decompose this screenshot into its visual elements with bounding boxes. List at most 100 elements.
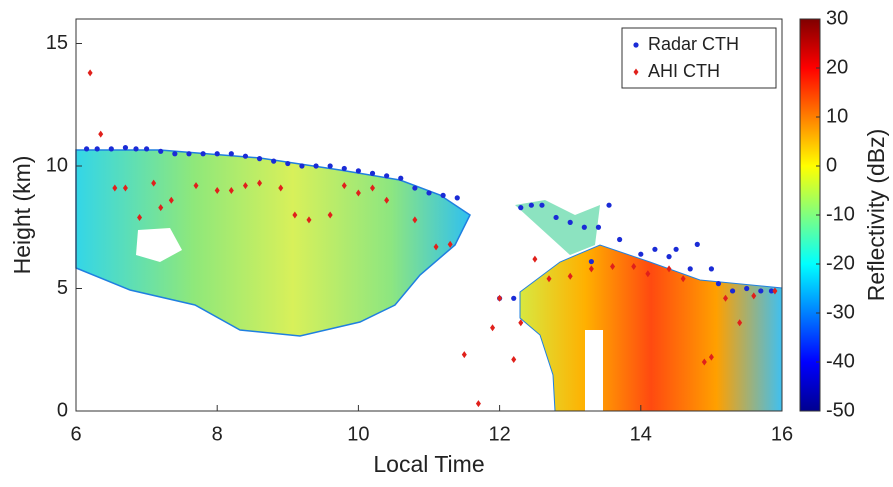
ahi-point [151,179,157,187]
radar-point [708,266,715,272]
colorbar-tick-label: 20 [826,56,848,78]
ahi-point [292,211,298,219]
radar-point [242,153,249,159]
ahi-point [737,319,743,327]
radar-point [518,205,524,211]
radar-point [652,246,658,252]
ahi-point [490,324,496,332]
radar-point [313,163,319,169]
radar-point [83,146,90,152]
ahi-point [631,262,637,270]
legend-box [621,27,777,89]
radar-point [617,236,623,243]
radar-point [122,145,129,151]
ahi-point [214,187,220,194]
radar-point [108,146,114,152]
radar-point [606,202,612,208]
ahi-point [666,265,672,273]
radar-point [144,146,150,152]
ahi-point [461,351,467,359]
ahi-point [137,213,143,221]
radar-point [355,168,361,174]
radar-point [398,175,404,181]
radar-point [638,251,644,257]
radar-point [94,146,100,152]
ahi-point [708,353,714,361]
colorbar-tick-label: -30 [826,301,855,323]
ahi-point [278,184,284,192]
ahi-point [447,240,453,248]
legend-label: AHI CTH [648,61,720,81]
radar-point [758,288,764,294]
ahi-point [370,184,376,192]
colorbar-tick-label: -40 [826,350,855,372]
radar-point [172,151,178,157]
ahi-point [680,275,686,283]
radar-point [553,214,559,221]
radar-point [426,190,432,196]
x-axis-label: Local Time [373,451,484,477]
ahi-point [532,255,538,263]
ahi-point [475,400,481,408]
radar-point [595,224,602,230]
radar-point [768,288,775,294]
radar-point [567,219,573,225]
ahi-point [588,265,594,273]
colorbar-tick-label: -20 [826,252,855,274]
radar-point [440,192,446,198]
ahi-point [518,319,524,327]
x-tick-label: 8 [212,423,223,445]
legend-marker [633,42,639,48]
colorbar-label: Reflectivity (dBz) [863,129,889,302]
ahi-point [306,216,312,224]
radar-point [158,148,164,154]
ahi-point [168,196,174,204]
legend-marker [633,68,639,76]
ahi-point [701,358,707,366]
ahi-point [122,184,128,192]
radar-point [673,246,679,252]
radar-point [666,254,672,260]
ahi-point [751,292,757,300]
ahi-point [546,275,552,283]
radar-point [694,241,700,247]
radar-point [588,258,594,265]
reflectivity-field [75,149,783,412]
ahi-point [645,270,651,278]
y-tick-label: 0 [57,399,68,421]
ahi-point [355,189,361,197]
radar-point [528,202,534,208]
ahi-point [193,182,199,190]
ahi-point [87,69,93,77]
colorbar-tick-label: -50 [826,399,855,421]
radar-point [214,151,220,157]
colorbar-tick-label: 10 [826,105,848,127]
x-tick-label: 6 [70,423,81,445]
radar-point [687,266,693,272]
ahi-point [242,182,248,190]
ahi-point [327,211,333,219]
radar-point [285,160,291,167]
ahi-point [98,130,104,138]
radar-point [511,295,517,301]
radar-point [729,288,736,294]
radar-point [539,202,545,208]
radar-point [327,163,333,169]
radar-point [186,151,192,157]
radar-point [200,151,206,157]
ahi-point [412,216,418,224]
radar-point [256,156,263,162]
x-tick-label: 14 [630,423,652,445]
y-tick-label: 5 [57,277,68,299]
radar-point [412,185,418,191]
radar-point [299,163,305,169]
plot-frame [75,18,783,412]
ahi-point [723,294,729,302]
colorbar-tick-label: -10 [826,203,855,225]
ahi-point [610,262,616,270]
radar-point [715,281,722,287]
radar-point [454,195,460,201]
radar-point [384,173,390,179]
radar-point [133,146,139,152]
